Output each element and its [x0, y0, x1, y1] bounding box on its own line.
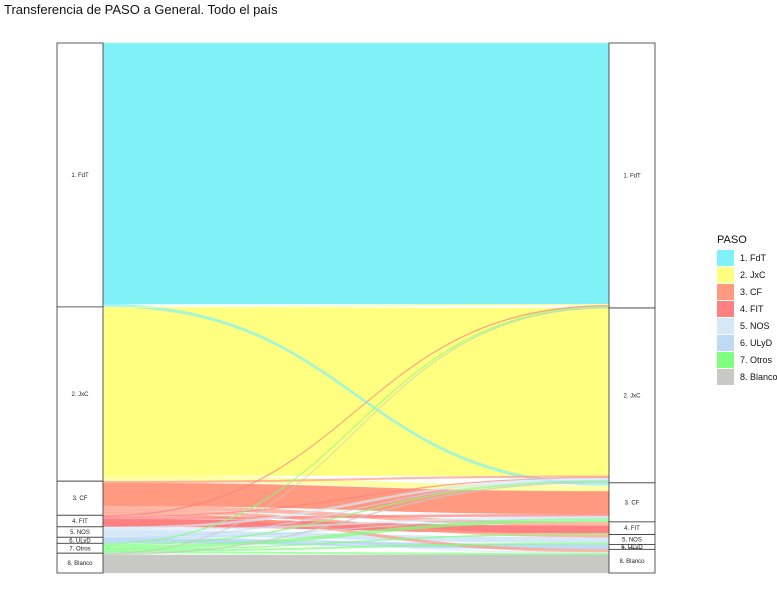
- flow-2-jxc-to-1-fdt: [102, 303, 610, 309]
- stratum-label-general-6-ulyd: 6. ULyD: [621, 545, 643, 551]
- legend-label-6-ulyd: 6. ULyD: [740, 338, 773, 348]
- stratum-label-paso-3-cf: 3. CF: [73, 496, 88, 502]
- stratum-label-paso-7-otros: 7. Otros: [69, 546, 90, 552]
- legend-label-2-jxc: 2. JxC: [740, 270, 766, 280]
- stratum-label-general-1-fdt: 1. FdT: [623, 174, 641, 180]
- legend-title: PASO: [717, 234, 747, 246]
- legend-label-1-fdt: 1. FdT: [740, 253, 767, 263]
- stratum-label-general-8-blanco: 8. Blanco: [619, 559, 645, 565]
- legend-swatch-8-blanco: [717, 369, 734, 385]
- stratum-label-paso-5-nos: 5. NOS: [70, 530, 90, 536]
- stratum-label-general-3-cf: 3. CF: [625, 500, 640, 506]
- flows-group: [102, 42, 610, 574]
- flow-2-jxc-to-2-jxc: [102, 307, 610, 476]
- stratum-paso-1-fdt: [56, 42, 104, 308]
- legend-swatch-2-jxc: [717, 267, 734, 283]
- stratum-paso-8-blanco: [56, 552, 104, 574]
- stratum-label-paso-8-blanco: 8. Blanco: [67, 561, 93, 567]
- stratum-label-general-5-nos: 5. NOS: [622, 537, 642, 543]
- legend-label-8-blanco: 8. Blanco: [740, 372, 777, 382]
- legend-swatch-5-nos: [717, 318, 734, 334]
- stratum-general-1-fdt: [608, 42, 656, 309]
- legend-label-4-fit: 4. FIT: [740, 304, 764, 314]
- stratum-label-general-4-fit: 4. FIT: [624, 526, 640, 532]
- legend-label-3-cf: 3. CF: [740, 287, 763, 297]
- legend-label-5-nos: 5. NOS: [740, 321, 770, 331]
- stratum-label-paso-1-fdt: 1. FdT: [71, 173, 89, 179]
- stratum-paso-2-jxc: [56, 306, 104, 482]
- flow-8-blanco-to-8-blanco: [102, 554, 610, 574]
- legend-swatch-4-fit: [717, 301, 734, 317]
- stratum-general-3-cf: [608, 482, 656, 523]
- stratum-label-general-2-jxc: 2. JxC: [623, 393, 641, 399]
- stratum-label-paso-4-fit: 4. FIT: [72, 519, 88, 525]
- stratum-label-paso-2-jxc: 2. JxC: [71, 392, 89, 398]
- chart-title: Transferencia de PASO a General. Todo el…: [4, 2, 278, 17]
- stratum-paso-3-cf: [56, 480, 104, 516]
- legend-swatch-1-fdt: [717, 250, 734, 266]
- stratum-general-2-jxc: [608, 307, 656, 484]
- legend-swatch-7-otros: [717, 352, 734, 368]
- stratum-general-8-blanco: [608, 548, 656, 574]
- legend-swatch-3-cf: [717, 284, 734, 300]
- legend-label-7-otros: 7. Otros: [740, 355, 773, 365]
- legend-swatch-6-ulyd: [717, 335, 734, 351]
- stratum-label-paso-6-ulyd: 6. ULyD: [69, 538, 91, 544]
- flow-1-fdt-to-1-fdt: [102, 42, 610, 305]
